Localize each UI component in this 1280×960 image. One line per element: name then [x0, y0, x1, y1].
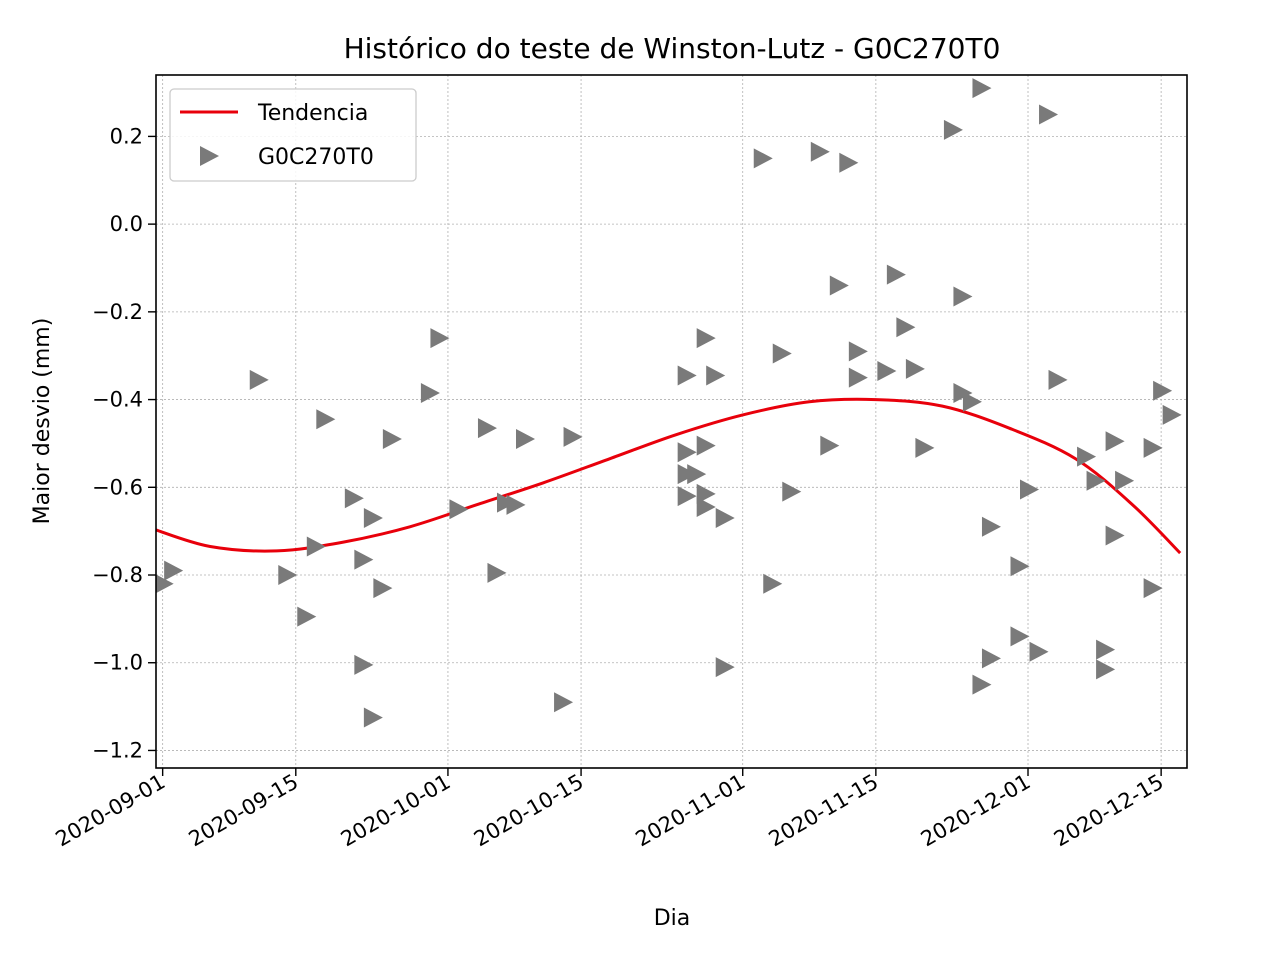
- plot-frame: [155, 74, 1188, 769]
- data-point: [554, 692, 574, 713]
- data-point: [696, 483, 716, 504]
- y-tick-label: 0.0: [110, 212, 143, 236]
- data-point: [782, 481, 802, 502]
- data-point: [1048, 369, 1068, 390]
- data-point: [763, 573, 783, 594]
- data-point: [373, 578, 393, 599]
- y-tick-label: −1.2: [92, 738, 143, 762]
- y-tick-label: −0.8: [92, 563, 143, 587]
- y-tick-label: −0.6: [92, 475, 143, 499]
- data-point: [1096, 659, 1116, 680]
- data-point: [1162, 404, 1182, 425]
- grid: [156, 75, 1187, 768]
- data-point: [753, 148, 773, 169]
- data-point: [877, 361, 897, 382]
- data-point: [886, 264, 906, 285]
- data-point: [905, 358, 925, 379]
- data-point: [563, 426, 583, 447]
- data-point: [706, 365, 726, 386]
- data-point: [915, 437, 935, 458]
- data-point: [687, 464, 707, 485]
- data-point: [981, 648, 1001, 669]
- data-point: [477, 418, 497, 439]
- data-point: [715, 507, 735, 528]
- data-point: [306, 536, 326, 557]
- data-point: [1020, 479, 1040, 500]
- data-point: [363, 707, 383, 728]
- data-point: [953, 286, 973, 307]
- legend-marker-swatch: [200, 146, 219, 166]
- data-point: [848, 341, 868, 362]
- data-point: [297, 606, 317, 627]
- plot-content: [156, 78, 1182, 728]
- data-point: [677, 365, 697, 386]
- data-point: [1105, 431, 1125, 452]
- data-point: [156, 574, 174, 594]
- data-point: [354, 549, 374, 570]
- data-point: [943, 119, 963, 140]
- data-point: [972, 78, 992, 99]
- data-point: [677, 486, 697, 507]
- data-point: [1105, 525, 1125, 546]
- data-point: [981, 516, 1001, 537]
- data-point: [1153, 380, 1173, 401]
- data-point: [962, 391, 982, 412]
- data-point: [677, 442, 697, 463]
- data-point: [972, 674, 992, 695]
- data-point: [772, 343, 792, 364]
- data-point: [696, 328, 716, 349]
- data-point: [1143, 437, 1163, 458]
- legend: Tendencia G0C270T0: [169, 88, 417, 182]
- data-point: [1077, 446, 1097, 467]
- x-axis-label: Dia: [654, 906, 691, 931]
- data-point: [496, 492, 516, 513]
- data-point: [516, 429, 536, 450]
- y-axis-label: Maior desvio (mm): [30, 318, 55, 525]
- data-point: [677, 464, 697, 485]
- plot-area: [156, 78, 1182, 728]
- y-tick-label: −0.2: [92, 300, 143, 324]
- trend-line: [156, 397, 1182, 555]
- data-point: [696, 435, 716, 456]
- data-point: [1039, 104, 1059, 125]
- data-point: [344, 488, 364, 509]
- data-point: [696, 497, 716, 518]
- data-point: [354, 654, 374, 675]
- data-point: [430, 328, 450, 349]
- y-axis: 0.2 0.0 −0.2 −0.4 −0.6 −0.8 −1.0 −1.2: [92, 124, 156, 762]
- data-point: [164, 560, 184, 581]
- data-point: [810, 141, 830, 162]
- data-point: [839, 152, 859, 173]
- data-point: [249, 369, 269, 390]
- data-point: [363, 507, 383, 528]
- data-point: [1086, 470, 1106, 491]
- y-tick-label: −0.4: [92, 388, 143, 412]
- data-point: [896, 317, 916, 338]
- data-point: [278, 565, 298, 586]
- data-point: [420, 382, 440, 403]
- data-point: [316, 409, 336, 430]
- data-point: [506, 494, 526, 515]
- data-point: [1010, 556, 1030, 577]
- data-point: [829, 275, 849, 296]
- data-point: [1115, 470, 1135, 491]
- data-point: [1096, 639, 1116, 660]
- data-point: [848, 367, 868, 388]
- y-tick-label: −1.0: [92, 651, 143, 675]
- chart-title: Histórico do teste de Winston-Lutz - G0C…: [344, 32, 1001, 65]
- data-point: [487, 562, 507, 583]
- data-point: [1010, 626, 1030, 647]
- y-tick-label: 0.2: [110, 124, 143, 148]
- data-point: [449, 499, 469, 520]
- data-point: [1029, 641, 1049, 662]
- data-point: [382, 429, 402, 450]
- legend-label-tendencia: Tendencia: [257, 101, 368, 126]
- legend-label-g0c270t0: G0C270T0: [258, 145, 374, 170]
- data-point: [820, 435, 840, 456]
- data-point: [715, 657, 735, 678]
- data-point: [1143, 578, 1163, 599]
- data-point: [953, 382, 973, 403]
